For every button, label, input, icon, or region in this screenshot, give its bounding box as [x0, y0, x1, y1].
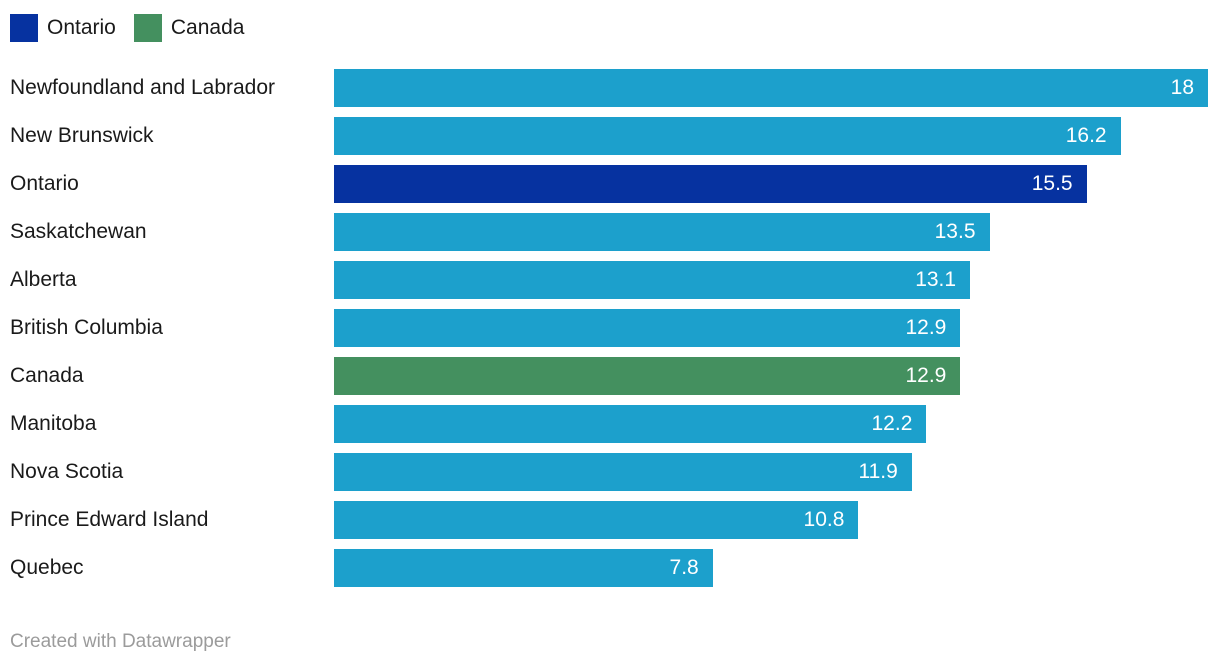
legend-swatch-icon [133, 14, 162, 42]
bar-value-label: 12.9 [905, 316, 947, 339]
bar-value-label: 10.8 [803, 508, 845, 531]
legend-item: Canada [133, 14, 245, 42]
bar-value-label: 13.5 [934, 220, 976, 243]
bar-value-label: 11.9 [858, 460, 898, 483]
category-label: New Brunswick [10, 124, 154, 147]
chart-row: Saskatchewan 13.5 [0, 208, 1208, 256]
category-label: Nova Scotia [10, 460, 124, 483]
legend-swatch-icon [10, 14, 38, 42]
bar-area: 12.9 [334, 357, 1208, 395]
chart-row: Nova Scotia 11.9 [0, 448, 1208, 496]
bar: 16.2 [334, 117, 1121, 155]
category-label: Ontario [10, 172, 79, 195]
bar-area: 7.8 [334, 549, 1208, 587]
bar: 12.9 [334, 309, 961, 347]
bar-area: 12.9 [334, 309, 1208, 347]
bar-value-label: 15.5 [1031, 172, 1073, 195]
bar: 7.8 [334, 549, 713, 587]
category-label: Newfoundland and Labrador [10, 76, 276, 99]
bar-value-label: 16.2 [1065, 124, 1107, 147]
chart-row: Prince Edward Island 10.8 [0, 496, 1208, 544]
legend-item: Ontario [10, 14, 116, 42]
category-label: Manitoba [10, 412, 97, 435]
bar: 11.9 [334, 453, 912, 491]
attribution: Created with Datawrapper [10, 631, 231, 652]
bar-value-label: 18 [1170, 76, 1194, 99]
bar: 15.5 [334, 165, 1087, 203]
bar-area: 16.2 [334, 117, 1208, 155]
bar-area: 12.2 [334, 405, 1208, 443]
chart-row: British Columbia 12.9 [0, 304, 1208, 352]
bar-value-label: 7.8 [669, 556, 699, 579]
legend-label: Ontario [47, 16, 116, 39]
bar-value-label: 13.1 [915, 268, 957, 291]
bar-value-label: 12.2 [871, 412, 913, 435]
chart-row: Newfoundland and Labrador 18 [0, 64, 1208, 112]
bar-value-label: 12.9 [905, 364, 947, 387]
chart-row: Canada 12.9 [0, 352, 1208, 400]
category-label: Canada [10, 364, 84, 387]
bar: 13.5 [334, 213, 990, 251]
bar-chart: Newfoundland and Labrador 18 New Brunswi… [0, 64, 1208, 592]
bar-area: 13.1 [334, 261, 1208, 299]
category-label: Saskatchewan [10, 220, 147, 243]
chart-row: Ontario 15.5 [0, 160, 1208, 208]
legend: Ontario Canada [10, 14, 244, 42]
bar: 10.8 [334, 501, 859, 539]
chart-row: New Brunswick 16.2 [0, 112, 1208, 160]
bar: 12.2 [334, 405, 927, 443]
bar: 18 [334, 69, 1208, 107]
bar-area: 10.8 [334, 501, 1208, 539]
category-label: Quebec [10, 556, 84, 579]
chart-row: Manitoba 12.2 [0, 400, 1208, 448]
category-label: British Columbia [10, 316, 163, 339]
chart-row: Alberta 13.1 [0, 256, 1208, 304]
category-label: Prince Edward Island [10, 508, 209, 531]
bar: 13.1 [334, 261, 971, 299]
bar-area: 15.5 [334, 165, 1208, 203]
bar-area: 18 [334, 69, 1208, 107]
bar-area: 13.5 [334, 213, 1208, 251]
bar: 12.9 [334, 357, 961, 395]
chart-row: Quebec 7.8 [0, 544, 1208, 592]
category-label: Alberta [10, 268, 77, 291]
bar-area: 11.9 [334, 453, 1208, 491]
legend-label: Canada [170, 16, 245, 39]
